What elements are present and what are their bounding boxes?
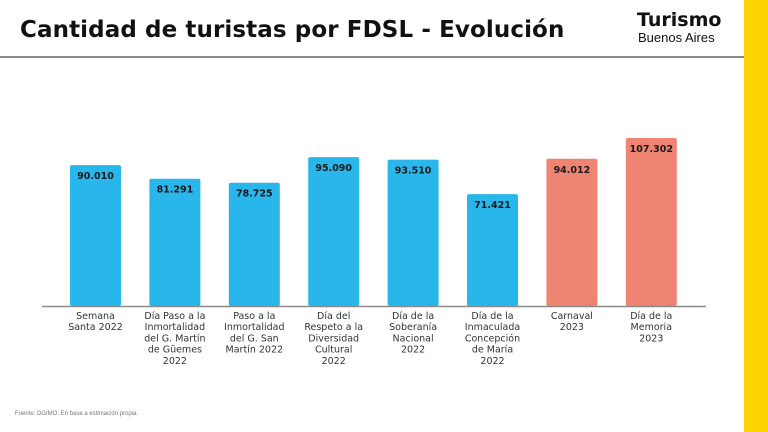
value-label-4: 93.510	[395, 166, 432, 177]
category-label-line: Semana	[76, 311, 115, 322]
category-label-line: 2022	[401, 345, 425, 356]
category-label-line: de Güemes	[148, 345, 202, 356]
bars-group	[70, 138, 677, 306]
turismo-buenos-aires-logo: Turismo Buenos Aires	[637, 10, 721, 45]
category-label-line: 2022	[480, 356, 504, 367]
value-label-3: 95.090	[315, 163, 352, 174]
accent-strip	[744, 0, 768, 432]
category-label-2: Paso a la Inmortalidad del G. San Martín 20…	[224, 311, 285, 356]
source-footnote: Fuente: DGIMO. En base a estimación prop…	[15, 411, 139, 417]
bar-2	[228, 182, 280, 306]
value-label-2: 78.725	[236, 189, 273, 200]
category-label-7: Día de la Memoria 2023	[630, 311, 672, 344]
category-label-5: Día de la Inmaculada Concepción de María 202…	[465, 311, 520, 367]
bar-4	[387, 159, 439, 306]
category-label-line: 2023	[560, 322, 584, 333]
value-label-6: 94.012	[554, 165, 591, 176]
category-label-line: Memoria	[631, 322, 672, 333]
category-label-line: Santa 2022	[68, 322, 123, 333]
bar-1	[149, 178, 201, 306]
category-label-line: Día Paso a la	[144, 311, 205, 322]
category-label-line: 2022	[163, 356, 187, 367]
category-label-line: Paso a la	[233, 311, 275, 322]
bar-5	[467, 194, 518, 306]
logo-line-2: Buenos Aires	[638, 30, 715, 45]
category-label-line: Carnaval	[551, 311, 593, 322]
bar-6	[546, 158, 598, 306]
bar-0	[70, 165, 121, 306]
category-label-line: del G. San	[230, 333, 279, 344]
category-label-line: Inmortalidad	[145, 322, 206, 333]
category-label-3: Día del Respeto a la Diversidad Cultural 202…	[304, 311, 363, 367]
category-label-0: Semana Santa 2022	[68, 311, 123, 333]
category-label-line: Inmortalidad	[224, 322, 285, 333]
category-label-line: Inmaculada	[465, 322, 520, 333]
category-label-line: Nacional	[393, 333, 434, 344]
header-divider	[0, 56, 744, 58]
value-label-7: 107.302	[630, 144, 673, 155]
category-label-line: Soberanía	[389, 322, 437, 333]
category-label-line: 2023	[639, 333, 663, 344]
category-label-line: Respeto a la	[304, 322, 363, 333]
category-label-line: Cultural	[315, 345, 352, 356]
category-label-line: Día de la	[630, 311, 672, 322]
category-label-line: del G. Martín	[144, 333, 205, 344]
value-labels-group: 90.010 81.291 78.725 95.090 93.510 71.421 94.0…	[77, 144, 673, 211]
value-label-0: 90.010	[77, 171, 114, 182]
bar-3	[308, 157, 360, 306]
category-label-line: Día del	[317, 311, 350, 322]
category-label-4: Día de la Soberanía Nacional 2022	[389, 311, 437, 356]
value-label-1: 81.291	[157, 185, 194, 196]
category-label-line: Martín 2022	[226, 345, 284, 356]
bar-7	[625, 138, 677, 306]
category-label-line: Diversidad	[308, 333, 359, 344]
logo-line-1: Turismo	[637, 9, 722, 31]
page-title: Cantidad de turistas por FDSL - Evolució…	[20, 17, 565, 43]
category-label-line: 2022	[322, 356, 346, 367]
category-label-6: Carnaval 2023	[551, 311, 593, 333]
category-label-1: Día Paso a la Inmortalidad del G. Martín de…	[144, 311, 205, 367]
value-label-5: 71.421	[474, 200, 511, 211]
category-label-line: Concepción	[465, 333, 520, 344]
category-label-line: Día de la	[392, 311, 434, 322]
category-label-line: Día de la	[471, 311, 513, 322]
category-label-line: de María	[472, 345, 513, 356]
